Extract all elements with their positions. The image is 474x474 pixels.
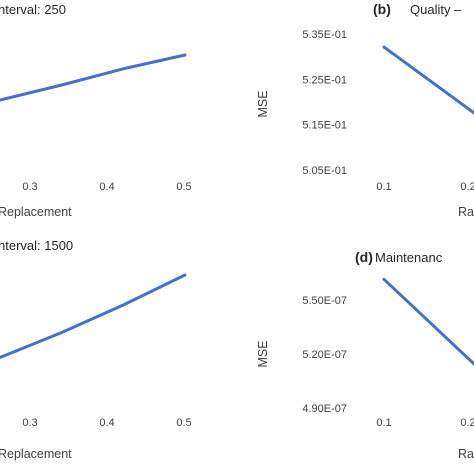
x-tick-label: 0.5 (176, 181, 191, 193)
panel-d: (d) Maintenanc 5.50E-07 5.20E-07 4.90E-07 MSE… (256, 249, 474, 461)
panel-letter: (b) (373, 1, 391, 17)
y-axis-label: MSE (256, 340, 270, 367)
y-tick-label: 5.15E-01 (302, 120, 347, 132)
series-line (0, 273, 187, 359)
series-line (0, 53, 187, 102)
panel-letter: (d) (355, 249, 373, 265)
panel-title: nterval: 250 (0, 2, 66, 17)
x-tick-label: 0.3 (22, 181, 37, 193)
panel-a: nterval: 250 0.3 0.4 0.5 Replacement (0, 2, 192, 219)
panel-c: nterval: 1500 0.3 0.4 0.5 Replacement (0, 238, 192, 461)
x-axis-label: Ra (458, 447, 474, 461)
x-tick-label: 0.4 (99, 417, 114, 429)
x-tick-label: 0.5 (176, 417, 191, 429)
y-axis-label: MSE (256, 90, 270, 117)
x-tick-label: 0.1 (376, 181, 391, 193)
x-axis-label: Replacement (0, 447, 72, 461)
x-axis-label: Ra (458, 205, 474, 219)
y-tick-label: 5.25E-01 (302, 74, 347, 86)
x-axis-label: Replacement (0, 205, 72, 219)
panel-title: nterval: 1500 (0, 238, 73, 253)
y-tick-label: 5.05E-01 (302, 165, 347, 177)
y-tick-label: 5.50E-07 (302, 295, 347, 307)
x-tick-label: 0.2 (460, 417, 474, 429)
series-line (382, 45, 474, 115)
x-tick-label: 0.4 (99, 181, 114, 193)
x-tick-label: 0.1 (376, 417, 391, 429)
x-tick-label: 0.3 (22, 417, 37, 429)
y-tick-label: 4.90E-07 (302, 403, 347, 415)
panel-title: Quality – (410, 2, 462, 17)
y-tick-label: 5.35E-01 (302, 29, 347, 41)
panel-b: (b) Quality – 5.35E-01 5.25E-01 5.15E-01 5.05… (256, 1, 474, 219)
x-tick-label: 0.2 (460, 181, 474, 193)
y-tick-label: 5.20E-07 (302, 349, 347, 361)
series-line (382, 277, 474, 366)
panel-title: Maintenanc (375, 250, 443, 265)
